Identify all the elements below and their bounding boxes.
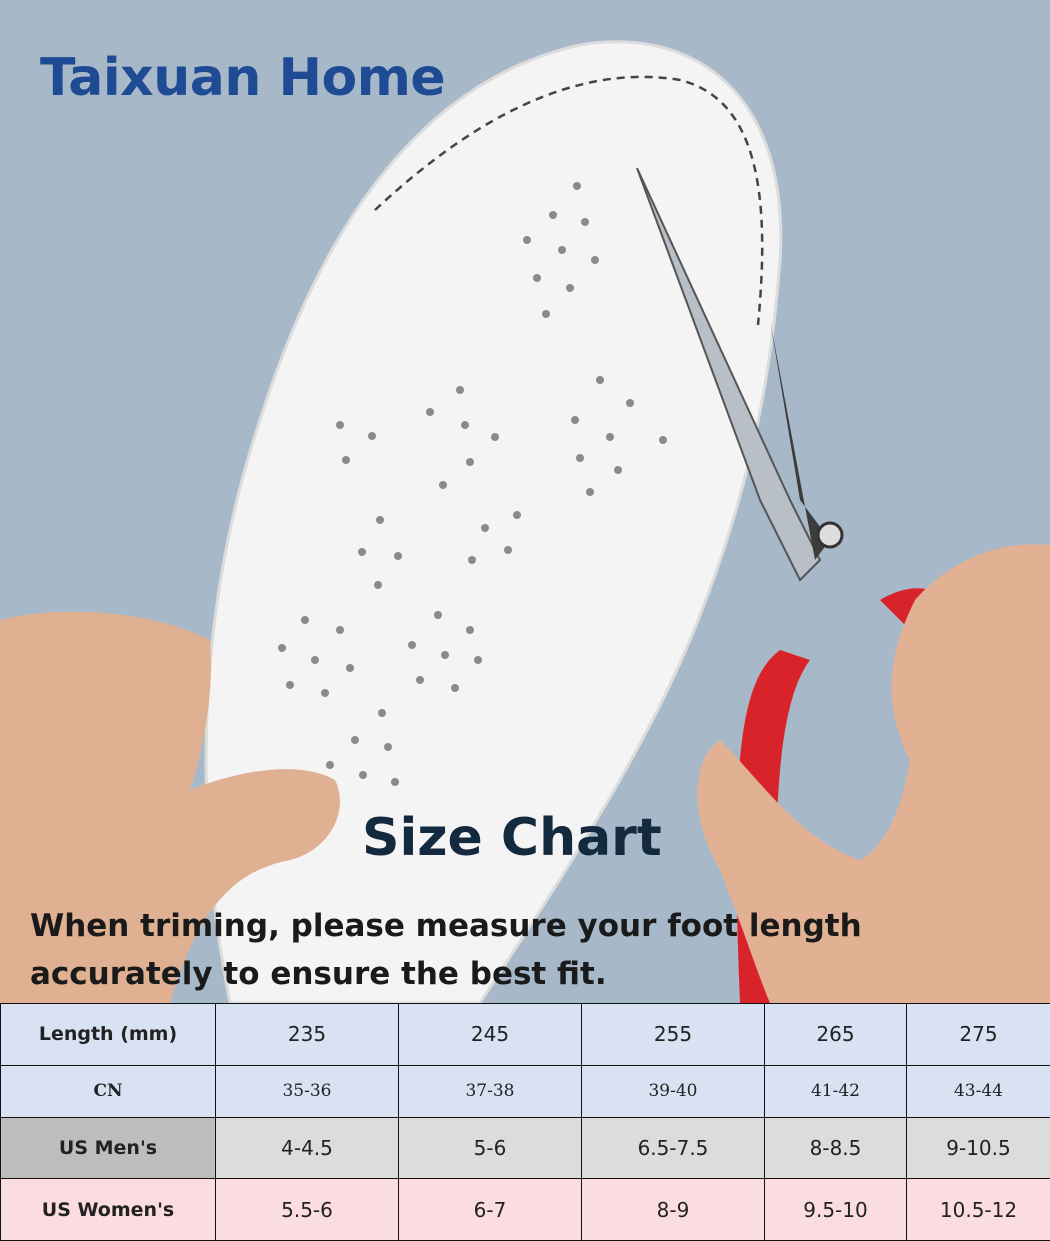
table-cell: 6-7 <box>398 1178 582 1241</box>
table-row-us-men: US Men's 4-4.5 5-6 6.5-7.5 8-8.5 9-10.5 <box>0 1116 1050 1180</box>
vent-holes <box>278 182 667 786</box>
table-cell: 255 <box>581 1003 765 1066</box>
left-hand <box>0 611 340 1003</box>
table-cell: 9.5-10 <box>764 1178 907 1241</box>
table-cell: 8-9 <box>581 1178 765 1241</box>
insole-image <box>204 40 783 1003</box>
table-cell: 4-4.5 <box>215 1116 399 1180</box>
table-cell: 41-42 <box>764 1064 907 1118</box>
table-row-cn: CN 35-36 37-38 39-40 41-42 43-44 <box>0 1064 1050 1118</box>
table-cell: 39-40 <box>581 1064 765 1118</box>
table-cell: 235 <box>215 1003 399 1066</box>
table-cell: 8-8.5 <box>764 1116 907 1180</box>
table-cell: 37-38 <box>398 1064 582 1118</box>
table-row-us-women: US Women's 5.5-6 6-7 8-9 9.5-10 10.5-12 <box>0 1178 1050 1241</box>
row-label: US Women's <box>0 1178 216 1241</box>
size-chart-title: Size Chart <box>362 808 662 868</box>
trimming-note: When triming, please measure your foot l… <box>30 908 862 992</box>
table-cell: 265 <box>764 1003 907 1066</box>
table-cell: 35-36 <box>215 1064 399 1118</box>
row-label: US Men's <box>0 1116 216 1180</box>
table-cell: 6.5-7.5 <box>581 1116 765 1180</box>
table-cell: 9-10.5 <box>906 1116 1050 1180</box>
trim-line <box>374 75 764 326</box>
row-label: CN <box>0 1064 216 1118</box>
product-photo <box>0 40 1050 1003</box>
table-cell: 245 <box>398 1003 582 1066</box>
table-cell: 43-44 <box>906 1064 1050 1118</box>
right-hand <box>697 544 1050 1003</box>
size-table: Length (mm) 235 245 255 265 275 CN 35-36… <box>0 1003 1050 1241</box>
table-cell: 10.5-12 <box>906 1178 1050 1241</box>
row-label: Length (mm) <box>0 1003 216 1066</box>
table-row-length: Length (mm) 235 245 255 265 275 <box>0 1003 1050 1066</box>
table-cell: 5-6 <box>398 1116 582 1180</box>
table-cell: 275 <box>906 1003 1050 1066</box>
table-cell: 5.5-6 <box>215 1178 399 1241</box>
brand-logo: Taixuan Home <box>40 48 446 108</box>
